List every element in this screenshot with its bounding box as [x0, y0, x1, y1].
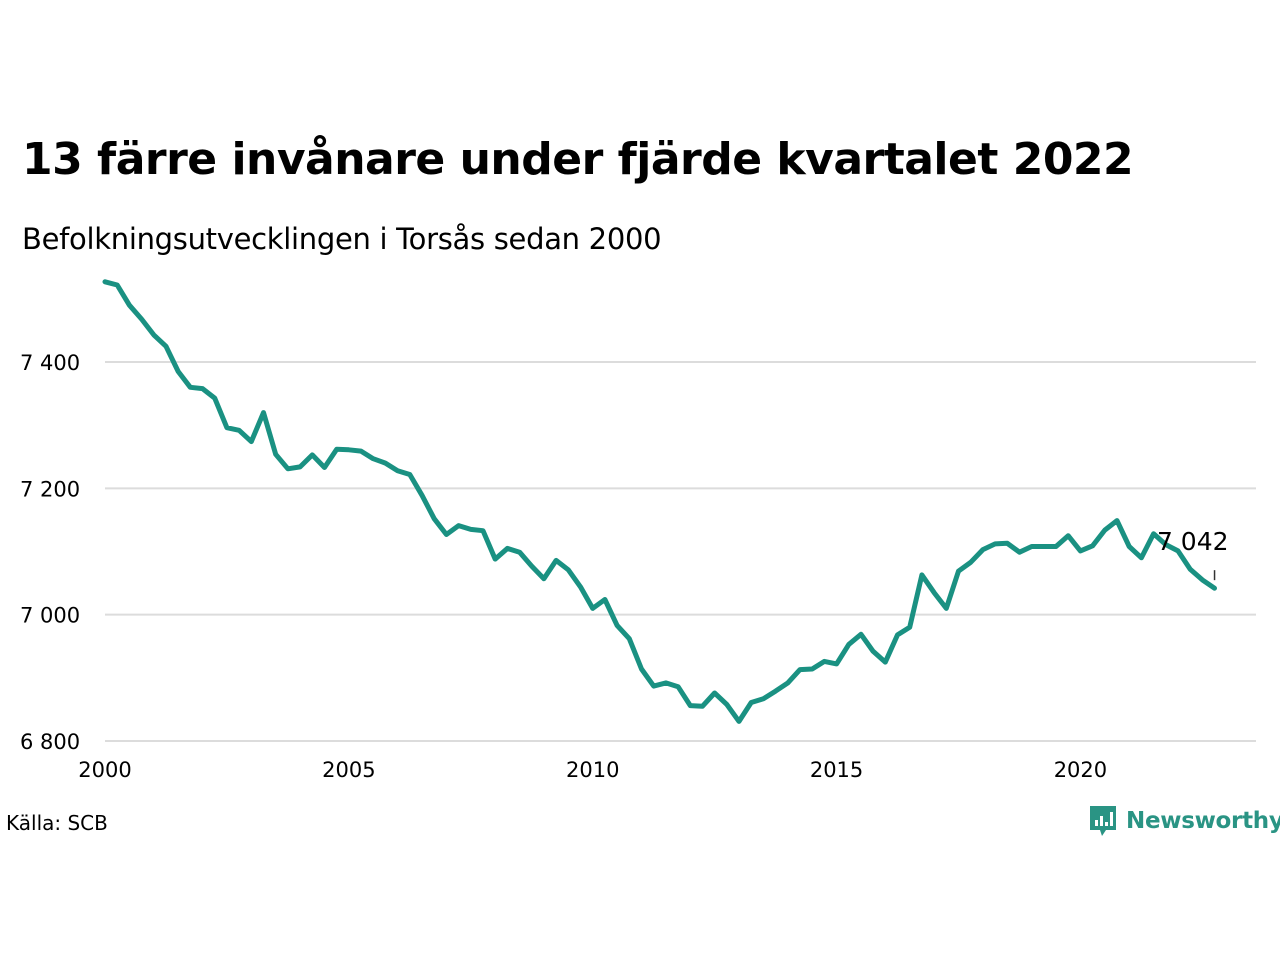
x-tick-label: 2015 — [810, 758, 863, 782]
chart-title: 13 färre invånare under fjärde kvartalet… — [22, 134, 1134, 185]
brand-logo[interactable]: Newsworthy — [1088, 804, 1280, 838]
last-value-annotation: 7 042 — [1157, 527, 1229, 581]
x-tick-label: 2000 — [78, 758, 131, 782]
y-tick-label: 6 800 — [20, 730, 80, 754]
y-tick-label: 7 000 — [20, 604, 80, 628]
newsworthy-logo-icon — [1090, 806, 1116, 836]
source-note: Källa: SCB — [6, 811, 108, 835]
brand-name: Newsworthy — [1126, 808, 1280, 834]
y-tick-label: 7 400 — [20, 351, 80, 375]
x-tick-label: 2010 — [566, 758, 619, 782]
x-tick-label: 2005 — [322, 758, 375, 782]
y-tick-label: 7 200 — [20, 477, 80, 501]
x-axis-ticks: 2000 2005 2010 2015 2020 — [78, 758, 1107, 782]
annotation-label: 7 042 — [1157, 527, 1229, 556]
y-axis-ticks: 6 800 7 000 7 200 7 400 — [20, 351, 80, 754]
gridlines — [105, 361, 1256, 742]
population-line — [102, 279, 1217, 724]
x-tick-label: 2020 — [1054, 758, 1107, 782]
chart-subtitle: Befolkningsutvecklingen i Torsås sedan 2… — [22, 222, 662, 256]
